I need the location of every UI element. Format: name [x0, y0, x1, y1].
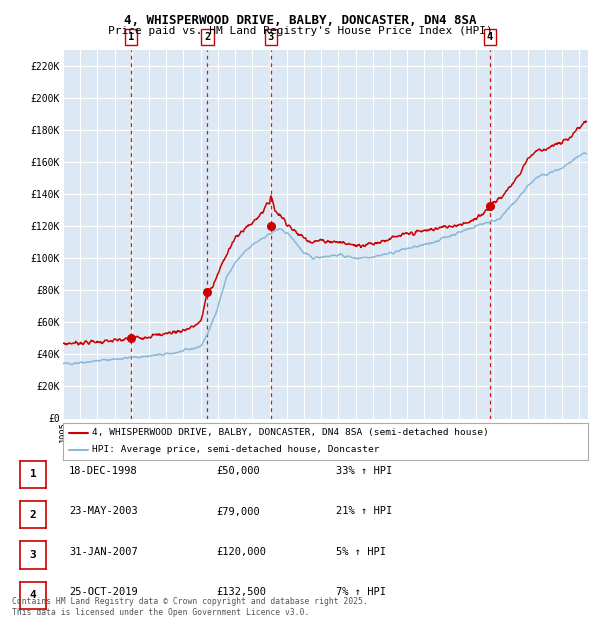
Text: 25-OCT-2019: 25-OCT-2019 — [69, 587, 138, 597]
Text: £120,000: £120,000 — [216, 547, 266, 557]
Text: 21% ↑ HPI: 21% ↑ HPI — [336, 507, 392, 516]
Text: 4: 4 — [29, 590, 37, 600]
Text: 3: 3 — [29, 550, 37, 560]
Text: 23-MAY-2003: 23-MAY-2003 — [69, 507, 138, 516]
Text: 4, WHISPERWOOD DRIVE, BALBY, DONCASTER, DN4 8SA (semi-detached house): 4, WHISPERWOOD DRIVE, BALBY, DONCASTER, … — [92, 428, 489, 437]
Text: Contains HM Land Registry data © Crown copyright and database right 2025.
This d: Contains HM Land Registry data © Crown c… — [12, 598, 368, 617]
Text: 7% ↑ HPI: 7% ↑ HPI — [336, 587, 386, 597]
Text: 31-JAN-2007: 31-JAN-2007 — [69, 547, 138, 557]
Text: £50,000: £50,000 — [216, 466, 260, 476]
Text: 5% ↑ HPI: 5% ↑ HPI — [336, 547, 386, 557]
Text: 2: 2 — [29, 510, 37, 520]
Text: 33% ↑ HPI: 33% ↑ HPI — [336, 466, 392, 476]
Text: 1: 1 — [128, 32, 134, 42]
Text: 4: 4 — [487, 32, 493, 42]
Text: 4, WHISPERWOOD DRIVE, BALBY, DONCASTER, DN4 8SA: 4, WHISPERWOOD DRIVE, BALBY, DONCASTER, … — [124, 14, 476, 27]
Text: Price paid vs. HM Land Registry's House Price Index (HPI): Price paid vs. HM Land Registry's House … — [107, 26, 493, 36]
Text: £132,500: £132,500 — [216, 587, 266, 597]
Text: HPI: Average price, semi-detached house, Doncaster: HPI: Average price, semi-detached house,… — [92, 446, 380, 454]
Text: 1: 1 — [29, 469, 37, 479]
Text: 18-DEC-1998: 18-DEC-1998 — [69, 466, 138, 476]
Text: £79,000: £79,000 — [216, 507, 260, 516]
Text: 2: 2 — [204, 32, 211, 42]
Text: 3: 3 — [268, 32, 274, 42]
